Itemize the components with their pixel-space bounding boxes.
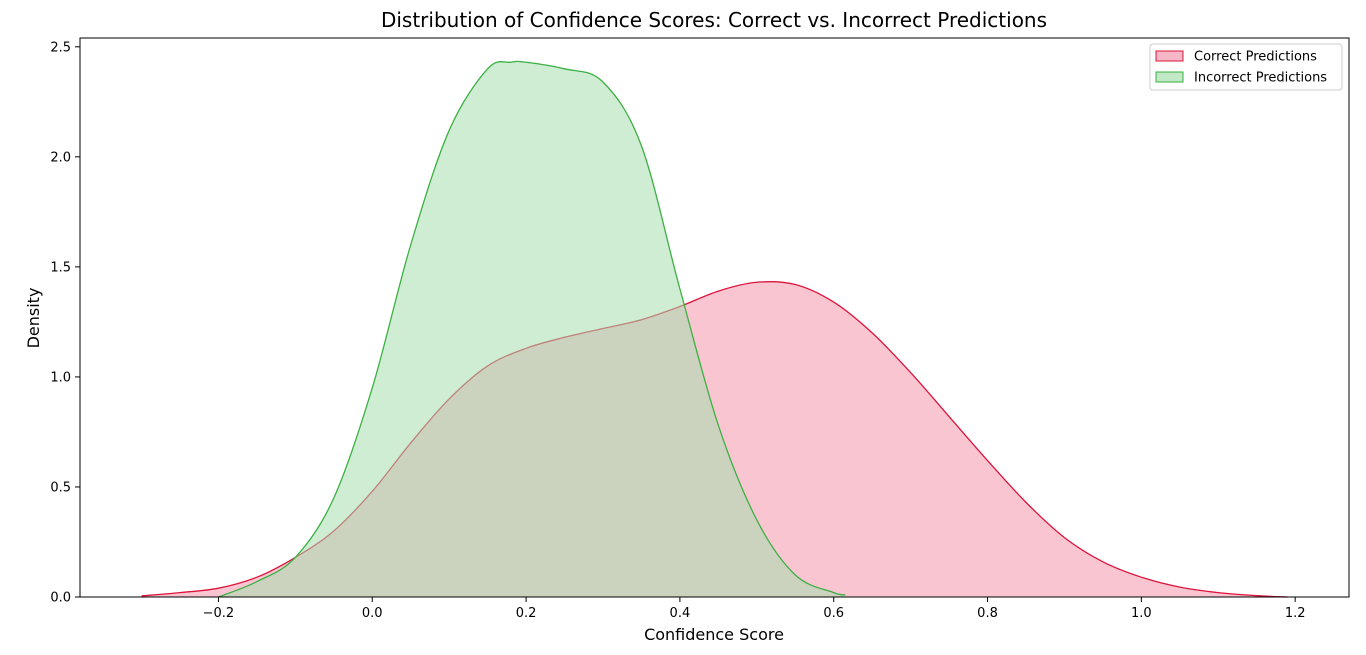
x-axis-label: Confidence Score (644, 625, 784, 644)
incorrect-predictions-line (218, 60, 846, 598)
x-axis: −0.2 0.0 0.2 0.4 0.6 0.8 1.0 1.2 (203, 597, 1306, 621)
x-tick-label: −0.2 (203, 606, 235, 621)
y-axis-label: Density (24, 288, 43, 349)
legend: Correct Predictions Incorrect Predictions (1149, 43, 1343, 91)
legend-label-incorrect-predictions: Incorrect Predictions (1194, 71, 1327, 86)
legend-box (1149, 43, 1343, 91)
y-tick-label: 1.5 (50, 260, 71, 275)
x-tick-label: 0.2 (516, 606, 537, 621)
legend-label-correct-predictions: Correct Predictions (1194, 50, 1317, 65)
x-tick-label: 0.0 (362, 606, 383, 621)
y-tick-label: 0.0 (50, 591, 71, 606)
y-tick-label: 2.5 (50, 40, 71, 55)
series-layer (141, 60, 1288, 598)
y-tick-label: 2.0 (50, 150, 71, 165)
x-tick-label: 0.6 (823, 606, 844, 621)
x-tick-label: 1.2 (1285, 606, 1306, 621)
x-tick-label: 0.4 (670, 606, 691, 621)
x-tick-label: 0.8 (977, 606, 998, 621)
legend-swatch-correct-predictions (1155, 50, 1184, 62)
incorrect-predictions-area (218, 61, 846, 598)
y-axis: 0.0 0.5 1.0 1.5 2.0 2.5 (50, 40, 80, 606)
y-tick-label: 0.5 (50, 480, 71, 495)
y-tick-label: 1.0 (50, 370, 71, 385)
legend-swatch-incorrect-predictions (1155, 71, 1184, 83)
x-tick-label: 1.0 (1131, 606, 1152, 621)
plot-frame (79, 37, 1350, 598)
chart-title: Distribution of Confidence Scores: Corre… (381, 8, 1047, 32)
